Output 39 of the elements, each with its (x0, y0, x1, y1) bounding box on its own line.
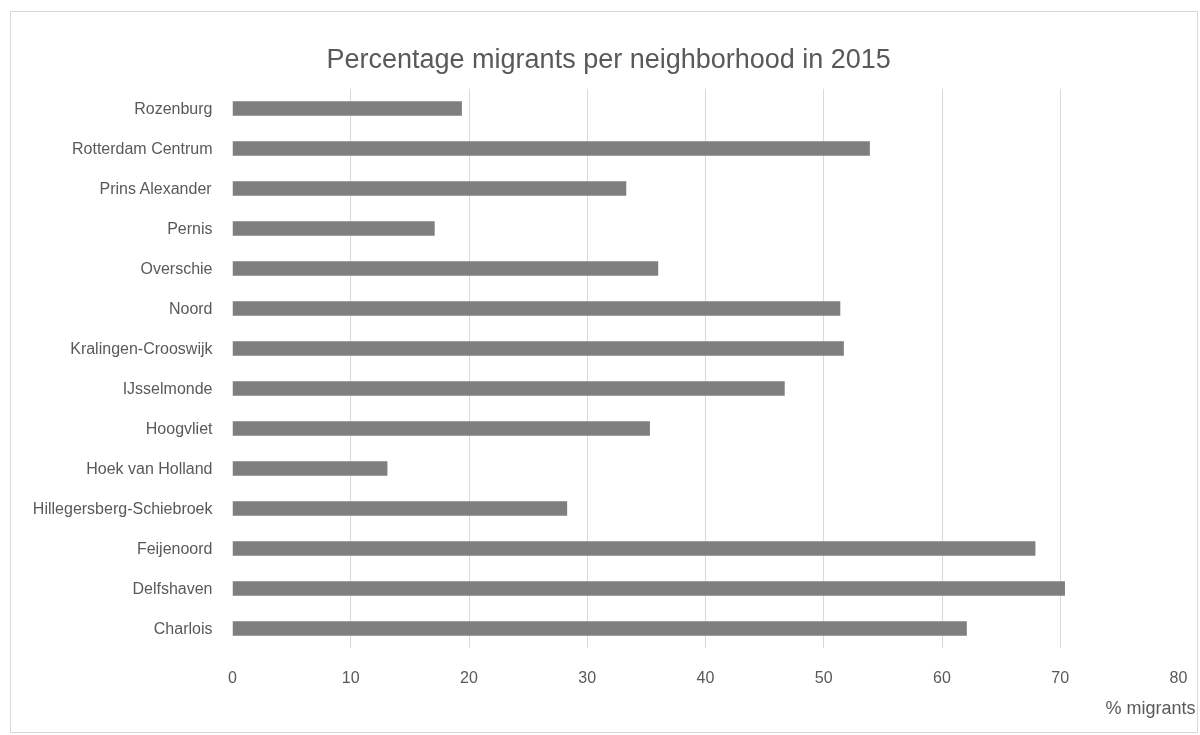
x-tick-label: 40 (696, 668, 715, 686)
y-tick-label: Rotterdam Centrum (72, 140, 213, 157)
bar (232, 261, 659, 276)
y-tick-label: Overschie (140, 260, 213, 277)
bar (232, 461, 388, 476)
bar (232, 221, 435, 236)
y-tick-label: Kralingen-Crooswijk (70, 340, 214, 357)
bar (232, 301, 841, 316)
x-tick-label: 30 (578, 668, 597, 686)
y-tick-label: Hillegersberg-Schiebroek (32, 500, 214, 517)
x-tick-label: 70 (1051, 668, 1070, 686)
bar (232, 181, 627, 196)
bar (232, 101, 462, 116)
x-tick-label: 60 (933, 668, 951, 686)
x-tick-label: 50 (814, 668, 833, 686)
y-tick-label: Charlois (153, 620, 213, 637)
bar (232, 501, 568, 516)
x-tick-label: 20 (460, 668, 478, 686)
bar (232, 621, 967, 636)
x-tick-label: 0 (228, 668, 238, 686)
bar (232, 581, 1065, 596)
bar (232, 381, 785, 396)
y-tick-label: Prins Alexander (99, 180, 213, 197)
y-tick-label: Pernis (167, 220, 213, 237)
y-tick-label: Feijenoord (136, 540, 213, 557)
chart-title: Percentage migrants per neighborhood in 2015 (326, 43, 891, 74)
x-axis-title: % migrants (1105, 697, 1196, 718)
x-tick-label: 10 (341, 668, 360, 686)
x-tick-label: 80 (1169, 668, 1188, 686)
y-tick-label: Delfshaven (132, 580, 213, 597)
bar (232, 141, 870, 156)
y-tick-label: Hoogvliet (145, 420, 214, 437)
bar (232, 341, 844, 356)
bar (232, 541, 1036, 556)
y-tick-label: Rozenburg (134, 100, 213, 117)
y-tick-label: Noord (168, 300, 213, 317)
bar (232, 421, 650, 436)
y-tick-label: Hoek van Holland (86, 460, 213, 477)
y-tick-label: IJsselmonde (122, 380, 213, 397)
